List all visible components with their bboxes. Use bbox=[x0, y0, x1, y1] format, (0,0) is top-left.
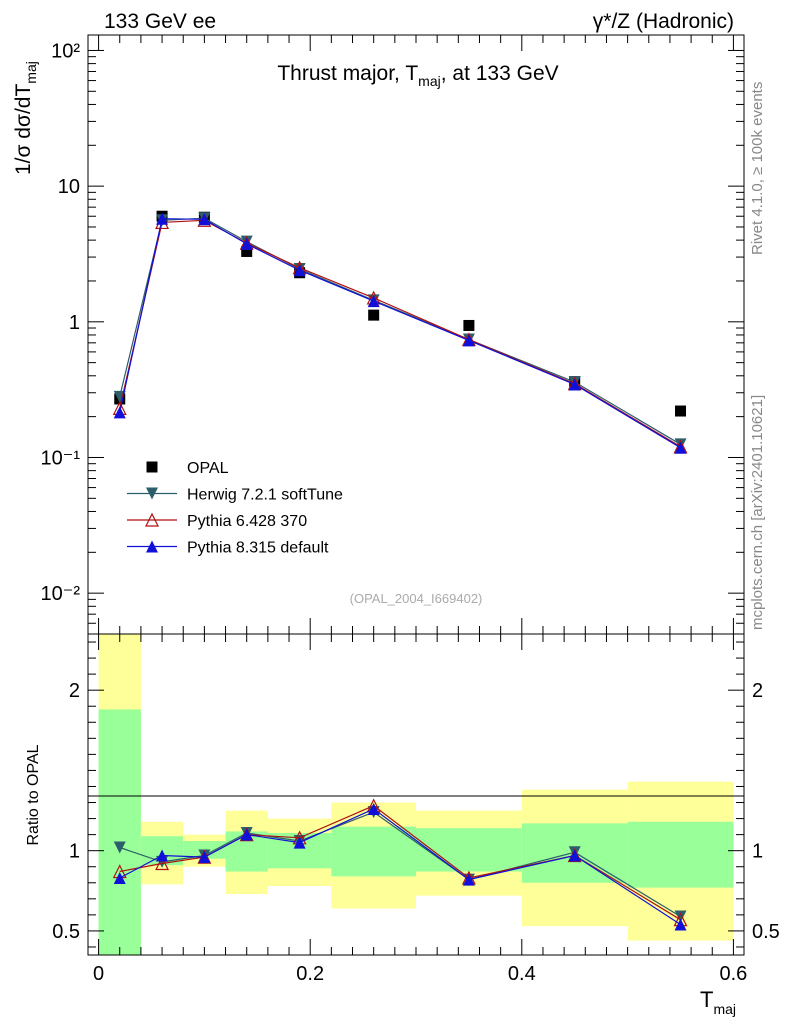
ratio-y-tick-label: 0.5 bbox=[52, 921, 80, 943]
legend-label-pythia-8-315-default: Pythia 8.315 default bbox=[187, 540, 329, 557]
data-point-pythia-8-315-default bbox=[367, 295, 380, 308]
header-left-label: 133 GeV ee bbox=[104, 10, 216, 33]
ratio-plot-marks bbox=[112, 798, 688, 931]
ratio-point-pythia-8-315-default bbox=[568, 849, 581, 862]
ratio-point-pythia-8-315-default bbox=[198, 851, 211, 864]
y-tick-label: 10 bbox=[58, 176, 80, 198]
data-point-opal bbox=[675, 405, 687, 417]
ratio-y-ticks: 0.5 0.5 1 1 2 2 bbox=[52, 641, 780, 948]
legend-marker-pythia-8-315-default bbox=[146, 540, 158, 553]
legend: OPAL Herwig 7.2.1 softTune Pythia 6.428 37… bbox=[127, 460, 343, 557]
main-title: Thrust major, Tmaj, at 133 GeV bbox=[277, 62, 558, 89]
ratio-y-tick-label: 2 bbox=[69, 680, 80, 702]
mcplots-label: mcplots.cern.ch [arXiv:2401.10621] bbox=[749, 395, 766, 630]
x-axis-label: Tmaj bbox=[700, 987, 736, 1017]
x-tick-label: 0.2 bbox=[296, 963, 324, 985]
main-plot-panel: 10⁻² 10⁻¹ 1 10 10² Thrust major, Tmaj, at 13… bbox=[12, 34, 745, 635]
inner-uncertainty-band bbox=[331, 826, 416, 877]
ratio-y-tick-label-right: 0.5 bbox=[752, 921, 780, 943]
ratio-point-pythia-8-315-default bbox=[293, 836, 306, 849]
data-point-pythia-8-315-default bbox=[568, 378, 581, 391]
data-point-pythia-8-315-default bbox=[240, 237, 253, 250]
ratio-point-pythia-6-428-370 bbox=[155, 856, 170, 871]
data-point-pythia-8-315-default bbox=[293, 264, 306, 277]
data-point-pythia-8-315-default bbox=[674, 441, 687, 454]
main-y-axis-label: 1/σ dσ/dTmaj bbox=[12, 61, 39, 175]
ratio-point-herwig-7-2-1-softtune bbox=[674, 910, 687, 923]
data-point-pythia-8-315-default bbox=[156, 212, 169, 225]
ratio-point-pythia-8-315-default bbox=[240, 828, 253, 841]
ratio-point-pythia-8-315-default bbox=[367, 802, 380, 815]
x-tick-label: 0.4 bbox=[508, 963, 536, 985]
ratio-point-herwig-7-2-1-softtune bbox=[113, 841, 126, 854]
data-point-opal bbox=[463, 319, 475, 331]
series-line-pythia-8-315-default bbox=[119, 218, 681, 449]
legend-marker-pythia-6-428-370 bbox=[145, 512, 159, 527]
main-plot-marks bbox=[112, 210, 688, 454]
data-point-pythia-8-315-default bbox=[113, 406, 126, 419]
y-tick-label: 10² bbox=[51, 40, 80, 62]
data-point-opal bbox=[368, 309, 380, 321]
series-line-herwig-7-2-1-softtune bbox=[119, 217, 681, 445]
main-y-ticks: 10⁻² 10⁻¹ 1 10 10² bbox=[41, 40, 744, 635]
data-point-pythia-8-315-default bbox=[462, 334, 475, 347]
y-tick-label: 10⁻¹ bbox=[41, 447, 81, 469]
ratio-y-tick-label-right: 2 bbox=[752, 680, 763, 702]
ratio-point-pythia-8-315-default bbox=[674, 918, 687, 931]
ratio-plot-panel: 0.5 0.5 1 1 2 2 0 0.2 0.4 0.6 Ratio to OPAL Tmaj bbox=[25, 35, 780, 1017]
data-point-pythia-8-315-default bbox=[198, 213, 211, 226]
ratio-y-axis-label: Ratio to OPAL bbox=[25, 744, 42, 845]
ratio-point-pythia-8-315-default bbox=[462, 873, 475, 886]
x-tick-label: 0.6 bbox=[720, 963, 748, 985]
series-line-pythia-6-428-370 bbox=[119, 219, 681, 448]
data-point-opal bbox=[241, 245, 253, 257]
legend-marker-herwig-7-2-1-softtune bbox=[146, 487, 158, 500]
legend-label-pythia-6-428-370: Pythia 6.428 370 bbox=[187, 513, 307, 530]
y-tick-label: 10⁻² bbox=[41, 583, 81, 605]
x-tick-label: 0 bbox=[93, 963, 104, 985]
ratio-y-tick-label-right: 1 bbox=[752, 841, 763, 863]
header-right-label: γ*/Z (Hadronic) bbox=[593, 10, 734, 33]
legend-marker-opal bbox=[146, 461, 158, 473]
inner-uncertainty-band bbox=[627, 821, 734, 888]
rivet-version-label: Rivet 4.1.0, ≥ 100k events bbox=[749, 82, 766, 255]
ratio-uncertainty-bands bbox=[98, 634, 734, 955]
legend-label-herwig-7-2-1-softtune: Herwig 7.2.1 softTune bbox=[187, 487, 343, 504]
ratio-point-pythia-8-315-default bbox=[156, 849, 169, 862]
y-tick-label: 1 bbox=[69, 312, 80, 334]
ratio-y-tick-label: 1 bbox=[69, 841, 80, 863]
ratio-point-pythia-8-315-default bbox=[113, 871, 126, 884]
inner-uncertainty-band bbox=[98, 709, 141, 955]
inner-uncertainty-band bbox=[416, 828, 522, 872]
x-ticks: 0 0.2 0.4 0.6 bbox=[93, 35, 747, 985]
legend-label-opal: OPAL bbox=[187, 460, 229, 477]
reference-label: (OPAL_2004_I669402) bbox=[350, 591, 483, 606]
